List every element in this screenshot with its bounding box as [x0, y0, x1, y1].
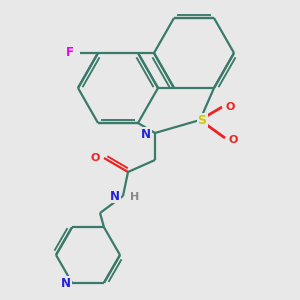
Text: O: O	[225, 102, 235, 112]
Text: N: N	[110, 190, 120, 202]
Text: O: O	[90, 153, 100, 163]
Text: N: N	[61, 277, 71, 290]
Text: O: O	[228, 135, 238, 145]
Text: N: N	[141, 128, 151, 140]
Text: H: H	[130, 192, 140, 202]
Text: F: F	[66, 46, 74, 59]
Text: S: S	[197, 113, 206, 127]
